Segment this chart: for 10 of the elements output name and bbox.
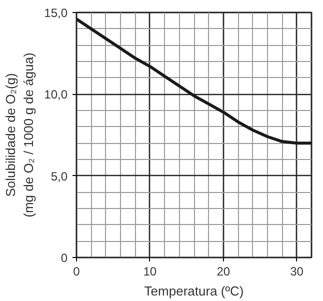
x-tick-label: 0 — [73, 264, 80, 278]
y-axis-title: Solubilidade de O₂(g) (mg de O₂ / 1000 g de água) — [3, 52, 36, 218]
x-axis-title: Temperatura (ºC) — [144, 284, 244, 298]
x-tick-label: 10 — [143, 264, 157, 278]
y-tick-label: 0 — [60, 251, 68, 265]
y-tick-label: 5,0 — [50, 169, 68, 184]
y-tick-label: 10,0 — [44, 88, 68, 102]
x-tick-label: 20 — [216, 264, 230, 278]
x-tick-label: 30 — [290, 264, 304, 278]
y-tick-label: 15,0 — [44, 6, 68, 20]
